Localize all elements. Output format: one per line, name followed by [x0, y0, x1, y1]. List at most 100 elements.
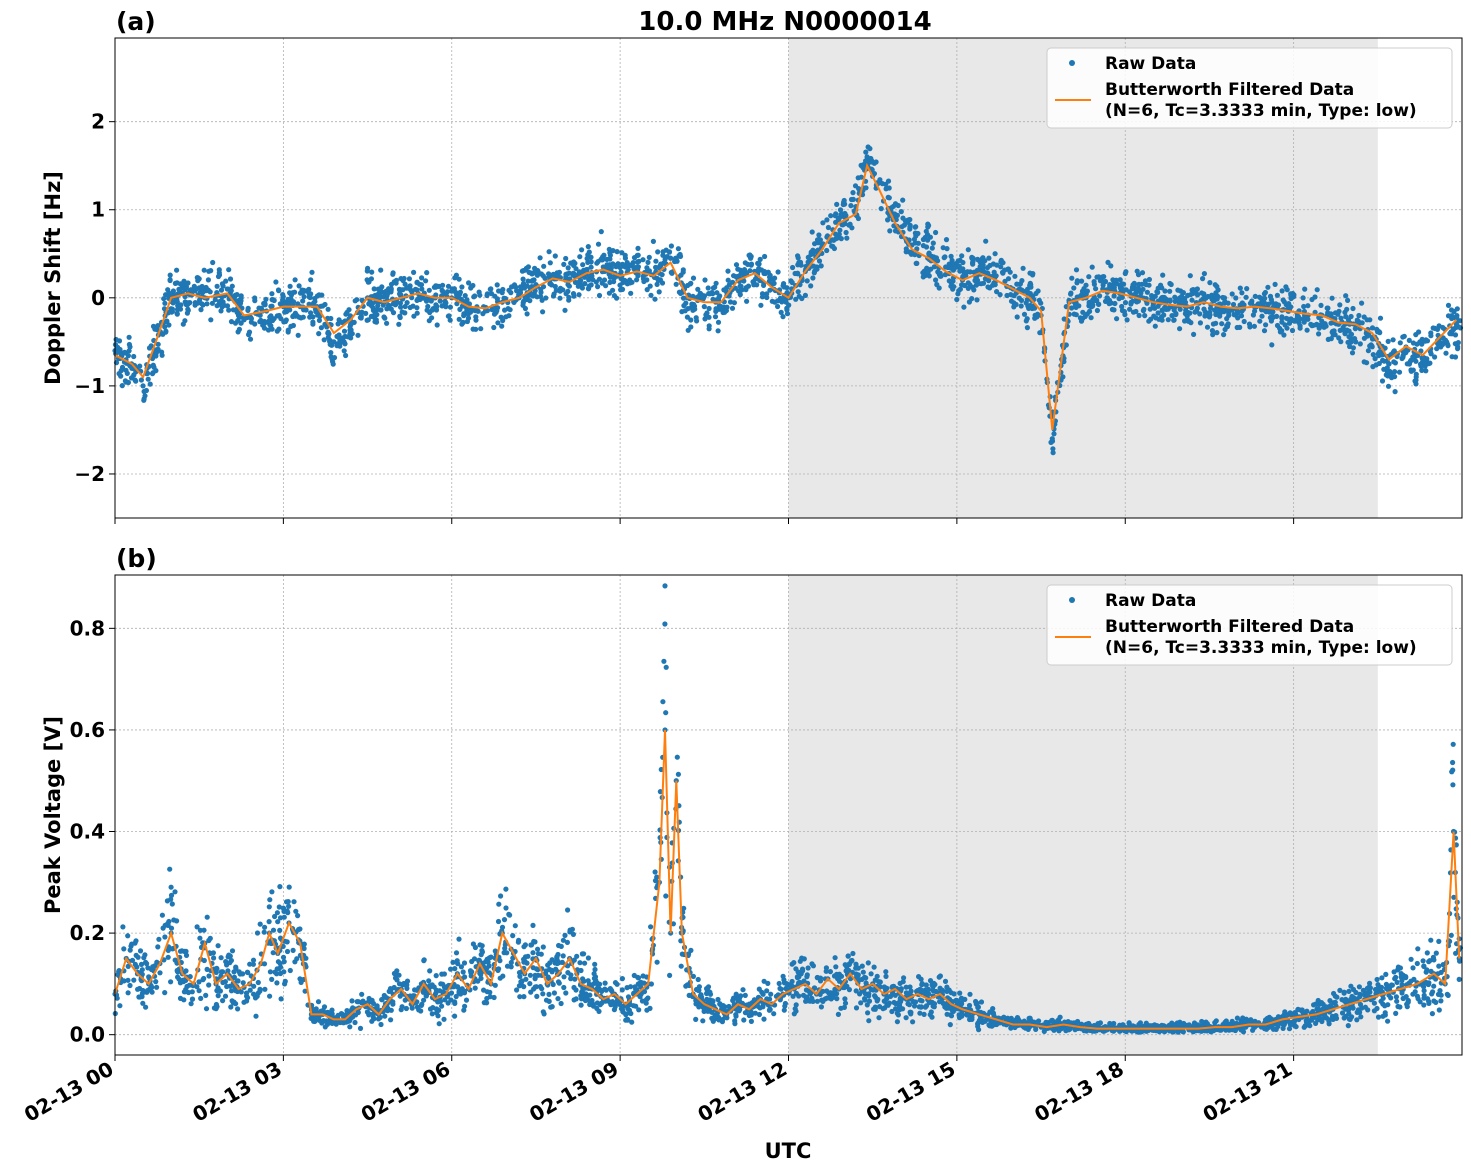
raw-data-point: [300, 298, 306, 304]
raw-data-point: [783, 299, 789, 305]
raw-data-point: [292, 277, 298, 283]
raw-data-point: [975, 256, 981, 262]
raw-data-point: [1229, 291, 1235, 297]
raw-data-point: [906, 1002, 913, 1008]
raw-data-point: [1350, 305, 1356, 312]
raw-data-point: [625, 267, 631, 273]
raw-data-point: [1122, 300, 1129, 306]
raw-data-point: [1428, 333, 1434, 339]
raw-data-point: [596, 276, 603, 282]
raw-data-point: [331, 339, 337, 345]
raw-data-point: [245, 307, 251, 313]
legend-filtered-label: Butterworth Filtered Data: [1105, 80, 1354, 100]
raw-data-point: [179, 948, 185, 954]
raw-data-point: [197, 935, 203, 941]
raw-data-point: [646, 268, 653, 274]
raw-data-point: [700, 293, 706, 299]
raw-data-point: [125, 977, 131, 983]
raw-data-point: [1057, 1014, 1063, 1020]
raw-data-point: [623, 1011, 629, 1017]
raw-data-point: [922, 1004, 929, 1010]
raw-data-point: [454, 984, 461, 990]
raw-data-point: [618, 1006, 625, 1012]
raw-data-point: [384, 291, 390, 297]
raw-data-point: [1100, 282, 1106, 288]
raw-data-point: [547, 260, 553, 266]
raw-data-point: [496, 966, 502, 972]
raw-data-point: [814, 266, 820, 272]
raw-data-point: [933, 229, 939, 236]
raw-data-point: [1167, 297, 1173, 303]
raw-data-point: [864, 1002, 870, 1008]
raw-data-point: [978, 999, 985, 1005]
raw-data-point: [125, 379, 131, 386]
raw-data-point: [517, 290, 524, 296]
y-tick-label: −1: [74, 374, 105, 398]
raw-data-point: [195, 275, 201, 281]
raw-data-point: [551, 291, 557, 297]
raw-data-point: [152, 326, 158, 332]
raw-data-point: [252, 321, 258, 327]
raw-data-point: [1173, 310, 1179, 317]
raw-data-point: [357, 1025, 364, 1031]
raw-data-point: [174, 311, 180, 317]
raw-data-point: [473, 314, 479, 320]
raw-data-point: [691, 301, 697, 308]
raw-data-point: [1414, 960, 1420, 967]
raw-data-point: [287, 307, 293, 313]
raw-data-point: [177, 306, 184, 312]
raw-data-point: [853, 1005, 860, 1011]
raw-data-point: [215, 993, 221, 999]
raw-data-point: [843, 962, 849, 968]
raw-data-point: [471, 956, 478, 962]
raw-data-point: [496, 288, 502, 294]
raw-data-point: [203, 992, 209, 999]
raw-data-point: [145, 965, 151, 971]
raw-data-point: [903, 1015, 909, 1021]
raw-data-point: [401, 275, 407, 282]
raw-data-point: [1257, 318, 1263, 324]
raw-data-point: [525, 278, 531, 284]
raw-data-point: [855, 965, 861, 971]
raw-data-point: [503, 296, 509, 302]
raw-data-point: [355, 332, 361, 338]
raw-data-point: [1417, 339, 1423, 345]
raw-data-point: [1177, 326, 1183, 332]
raw-data-point: [1358, 1014, 1364, 1020]
raw-data-point: [765, 980, 771, 987]
raw-data-point: [192, 302, 198, 308]
raw-data-point: [1323, 323, 1329, 329]
raw-data-point: [1342, 1005, 1348, 1012]
raw-data-point: [458, 964, 464, 970]
raw-data-point: [834, 201, 840, 207]
raw-data-point: [937, 273, 943, 279]
raw-data-point: [1073, 267, 1080, 273]
raw-data-point: [537, 255, 543, 261]
raw-data-point: [652, 878, 659, 884]
raw-data-point: [163, 319, 169, 325]
raw-data-point: [730, 997, 736, 1004]
raw-data-point: [545, 962, 551, 968]
raw-data-point: [682, 308, 688, 314]
raw-data-point: [226, 267, 232, 273]
raw-data-point: [866, 993, 872, 999]
raw-data-point: [280, 954, 287, 960]
raw-data-point: [370, 305, 376, 311]
raw-data-point: [226, 307, 232, 313]
raw-data-point: [512, 923, 518, 929]
raw-data-point: [1212, 282, 1218, 288]
raw-data-point: [1233, 295, 1239, 301]
raw-data-point: [1385, 987, 1391, 993]
raw-data-point: [1187, 310, 1193, 316]
raw-data-point: [1252, 293, 1258, 299]
raw-data-point: [1088, 315, 1094, 321]
raw-data-point: [1051, 431, 1057, 437]
raw-data-point: [461, 1007, 467, 1013]
raw-data-point: [200, 289, 206, 295]
raw-data-point: [449, 288, 455, 294]
raw-data-point: [837, 207, 844, 213]
raw-data-point: [899, 224, 905, 230]
raw-data-point: [178, 302, 184, 308]
raw-data-point: [1089, 303, 1096, 309]
